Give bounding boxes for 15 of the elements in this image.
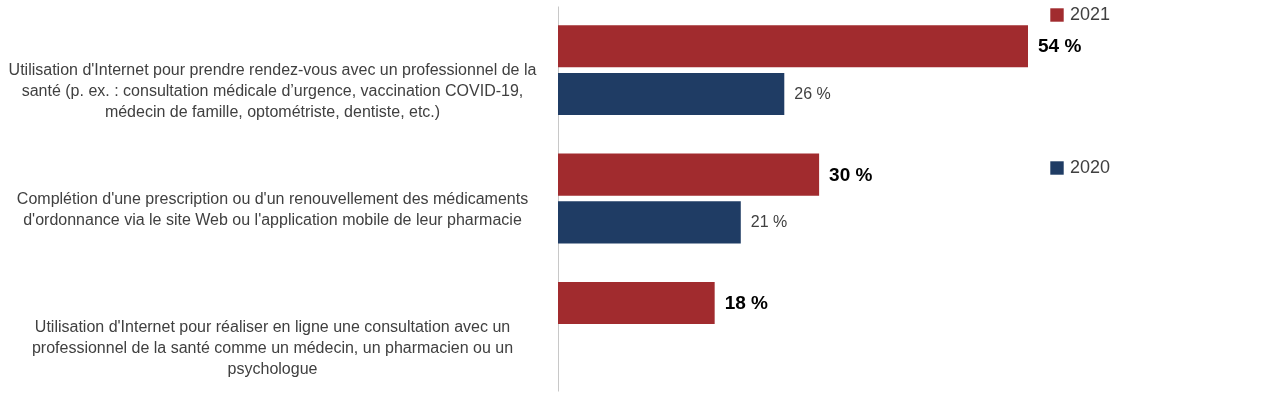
data-label: 30 % — [829, 163, 873, 185]
y-tick-label: Utilisation d'Internet pour réaliser en ligne une consultation avec un professionnel de la santé comme un médecin, un pharmacien ou un psychologue — [31, 317, 514, 377]
y-tick-label: Utilisation d'Internet pour prendre rendez-vous avec un professionnel de la santé (p. ex. : consultation médicale d’urgence, vaccination COVID-19, médecin de famille, optométriste, dentiste, etc.) — [8, 61, 537, 121]
bar — [558, 281, 715, 324]
bar — [558, 25, 1028, 68]
data-label: 21 % — [750, 213, 788, 231]
data-label: 54 % — [1038, 35, 1082, 57]
data-label: 18 % — [724, 291, 769, 313]
data-label: 26 % — [794, 85, 831, 103]
legend-label: 2021 — [1070, 4, 1111, 24]
bar — [558, 153, 820, 196]
y-tick-label: Complétion d'une prescription ou d'un renouvellement des médicaments d'ordonnance via le site Web ou l'application mobile de leur pharmacie — [16, 189, 529, 228]
bar — [558, 73, 785, 116]
bar — [558, 201, 741, 244]
legend-label: 2020 — [1070, 157, 1111, 177]
